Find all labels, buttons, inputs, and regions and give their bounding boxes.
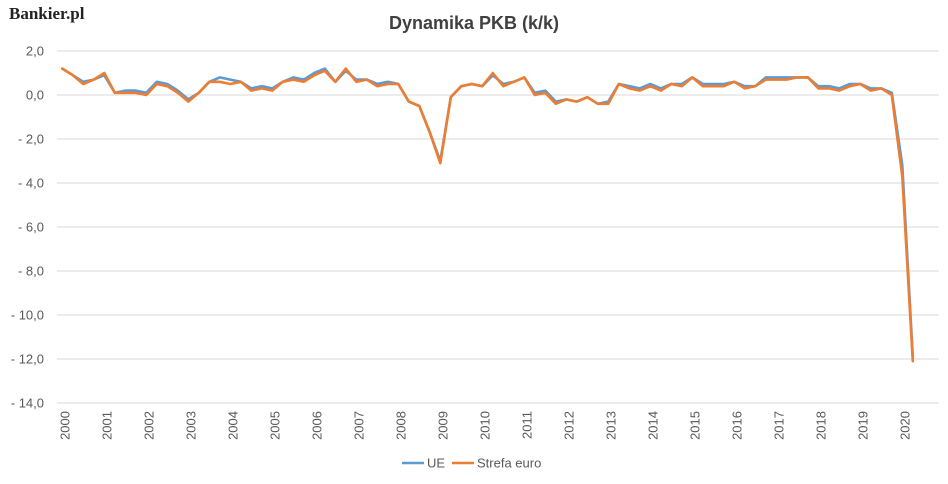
x-tick-label: 2005: [268, 411, 283, 440]
x-tick-label: 2004: [226, 411, 241, 440]
x-tick-label: 2000: [58, 411, 73, 440]
x-tick-label: 2002: [142, 411, 157, 440]
x-tick-label: 2017: [772, 411, 787, 440]
y-tick-label: - 6,0: [18, 220, 44, 235]
y-tick-label: - 2,0: [18, 132, 44, 147]
y-tick-label: - 8,0: [18, 264, 44, 279]
x-tick-label: 2012: [562, 411, 577, 440]
legend-label: UE: [427, 456, 445, 471]
x-tick-label: 2018: [814, 411, 829, 440]
series-line-ue: [60, 67, 915, 359]
y-tick-label: 0,0: [26, 88, 44, 103]
y-tick-label: - 12,0: [11, 352, 44, 367]
x-tick-label: 2015: [688, 411, 703, 440]
x-tick-label: 2020: [898, 411, 913, 440]
legend-label: Strefa euro: [477, 456, 541, 471]
x-tick-label: 2019: [856, 411, 871, 440]
y-tick-label: - 14,0: [11, 396, 44, 411]
x-tick-label: 2003: [184, 411, 199, 440]
y-tick-label: - 4,0: [18, 176, 44, 191]
legend: UE Strefa euro: [402, 456, 541, 471]
x-tick-label: 2001: [100, 411, 115, 440]
series-lines: [60, 67, 915, 363]
brand-logo: Bankier.pl: [9, 4, 85, 23]
x-axis-tick-labels: 2000 2001 2002 2003 2004 2005 2006 2007 2008 2009…: [58, 411, 913, 440]
y-tick-label: 2,0: [26, 44, 44, 59]
x-tick-label: 2009: [436, 411, 451, 440]
x-tick-label: 2007: [352, 411, 367, 440]
y-axis-tick-labels: 2,0 0,0 - 2,0 - 4,0 - 6,0 - 8,0 - 10,0 - 12,0 - …: [11, 44, 44, 411]
x-tick-label: 2006: [310, 411, 325, 440]
series-line-strefa-euro: [60, 67, 915, 363]
x-tick-label: 2014: [646, 411, 661, 440]
x-tick-label: 2010: [478, 411, 493, 440]
x-tick-label: 2013: [604, 411, 619, 440]
x-tick-label: 2011: [520, 411, 535, 439]
y-tick-label: - 10,0: [11, 308, 44, 323]
x-tick-label: 2008: [394, 411, 409, 440]
grid-lines: [57, 50, 939, 404]
x-tick-label: 2016: [730, 411, 745, 440]
chart-title: Dynamika PKB (k/k): [389, 13, 559, 33]
